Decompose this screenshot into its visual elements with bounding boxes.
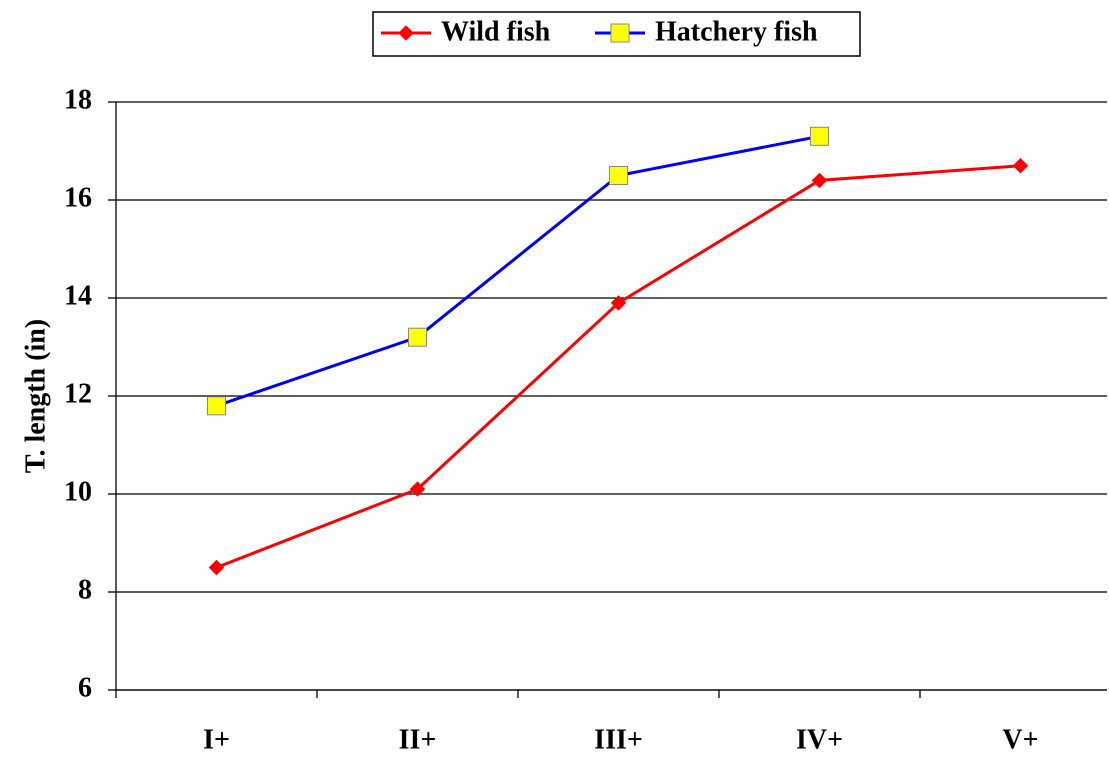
y-tick-label: 14 [64, 280, 92, 311]
marker [1012, 157, 1029, 174]
marker [208, 559, 225, 576]
y-tick-label: 16 [64, 182, 92, 213]
x-tick-label: I+ [203, 724, 230, 755]
marker [811, 172, 828, 189]
series-line [215, 164, 1021, 569]
y-tick-label: 10 [64, 476, 92, 507]
legend-label: Hatchery fish [655, 16, 818, 47]
marker [207, 396, 226, 416]
x-tick-label: IV+ [796, 724, 843, 755]
y-tick-label: 8 [78, 574, 92, 605]
x-tick-label: III+ [594, 724, 643, 755]
y-axis-label: T. length (in) [20, 319, 51, 473]
marker [398, 25, 414, 41]
y-tick-label: 12 [64, 378, 92, 409]
marker [610, 295, 627, 311]
marker [609, 166, 628, 185]
marker [408, 327, 427, 347]
series-line [216, 134, 820, 408]
marker [810, 126, 829, 146]
x-tick-label: V+ [1002, 724, 1038, 755]
marker [409, 481, 426, 497]
legend-label: Wild fish [441, 16, 551, 47]
y-tick-label: 6 [78, 672, 92, 703]
y-tick-label: 18 [64, 84, 92, 115]
marker [610, 23, 630, 43]
x-tick-label: II+ [399, 724, 437, 755]
